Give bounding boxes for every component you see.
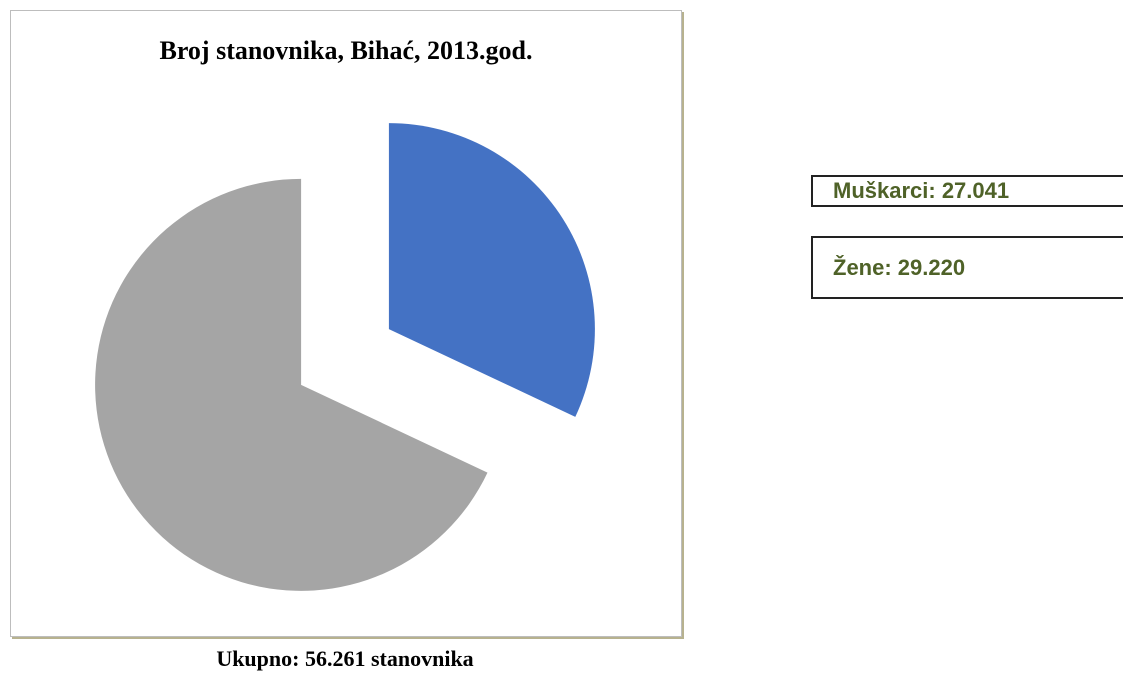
chart-frame: Broj stanovnika, Bihać, 2013.god.: [10, 10, 682, 637]
chart-title: Broj stanovnika, Bihać, 2013.god.: [160, 36, 533, 65]
footer: Ukupno: 56.261 stanovnika: [216, 646, 474, 671]
chart: Broj stanovnika, Bihać, 2013.god.: [95, 36, 595, 591]
info-box: Muškarci: 27.041: [811, 175, 1123, 207]
pie-slice: [388, 123, 595, 417]
info-box: Žene: 29.220: [811, 236, 1123, 299]
pie-slice: [95, 178, 488, 591]
